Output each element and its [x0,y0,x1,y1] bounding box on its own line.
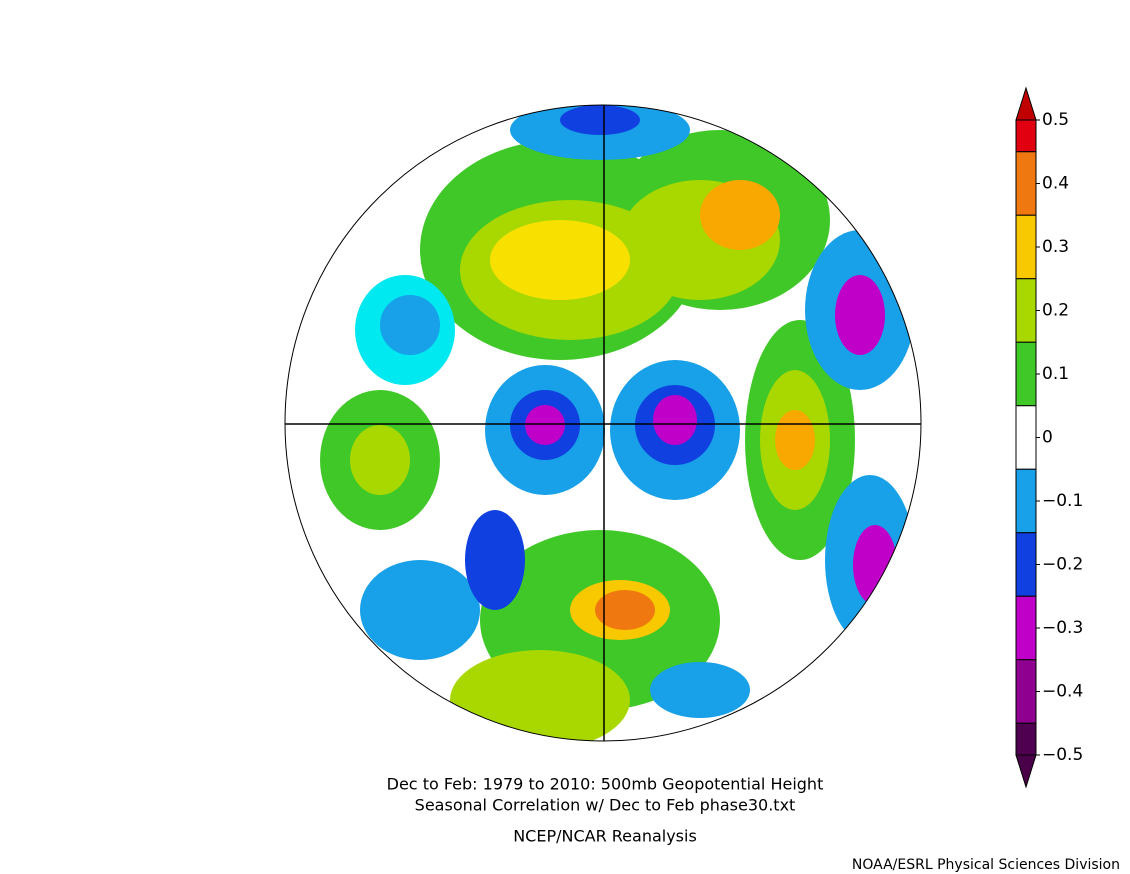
colorbar-label: 0.4 [1042,174,1069,194]
title-line: Seasonal Correlation w/ Dec to Feb phase… [415,796,796,815]
colorbar-label: 0.2 [1042,301,1069,321]
colorbar-box [1015,278,1037,343]
colorbar-box [1015,722,1037,756]
source: NCEP/NCAR Reanalysis [513,827,697,846]
colorbar-box [1015,595,1037,661]
colorbar-under [1015,754,1037,789]
colorbar-label: 0.5 [1042,110,1069,130]
colorbar-box [1015,659,1037,724]
colorbar-label: −0.4 [1042,682,1083,702]
map-border [284,104,922,742]
colorbar-label: 0.3 [1042,237,1069,257]
colorbar-label: −0.1 [1042,491,1083,511]
colorbar: 0.5 0.4 0.3 0.2 0.1 0 −0.1 −0.2 −0.3 −0.4 −0.5 [1015,86,1083,789]
correlation-map [285,105,921,741]
title-line: Dec to Feb: 1979 to 2010: 500mb Geopoten… [387,775,824,794]
colorbar-label: 0.1 [1042,364,1069,384]
colorbar-box [1015,532,1037,597]
colorbar-box [1015,214,1037,280]
colorbar-label: −0.5 [1042,745,1083,765]
credit: NOAA/ESRL Physical Sciences Division [852,857,1120,873]
colorbar-label: −0.2 [1042,555,1083,575]
colorbar-box [1015,151,1037,216]
colorbar-box [1015,405,1037,470]
colorbar-box [1015,468,1037,534]
colorbar-box [1015,341,1037,407]
colorbar-label: 0 [1042,428,1053,448]
colorbar-over [1015,86,1037,121]
colorbar-box [1015,119,1037,153]
colorbar-label: −0.3 [1042,618,1083,638]
